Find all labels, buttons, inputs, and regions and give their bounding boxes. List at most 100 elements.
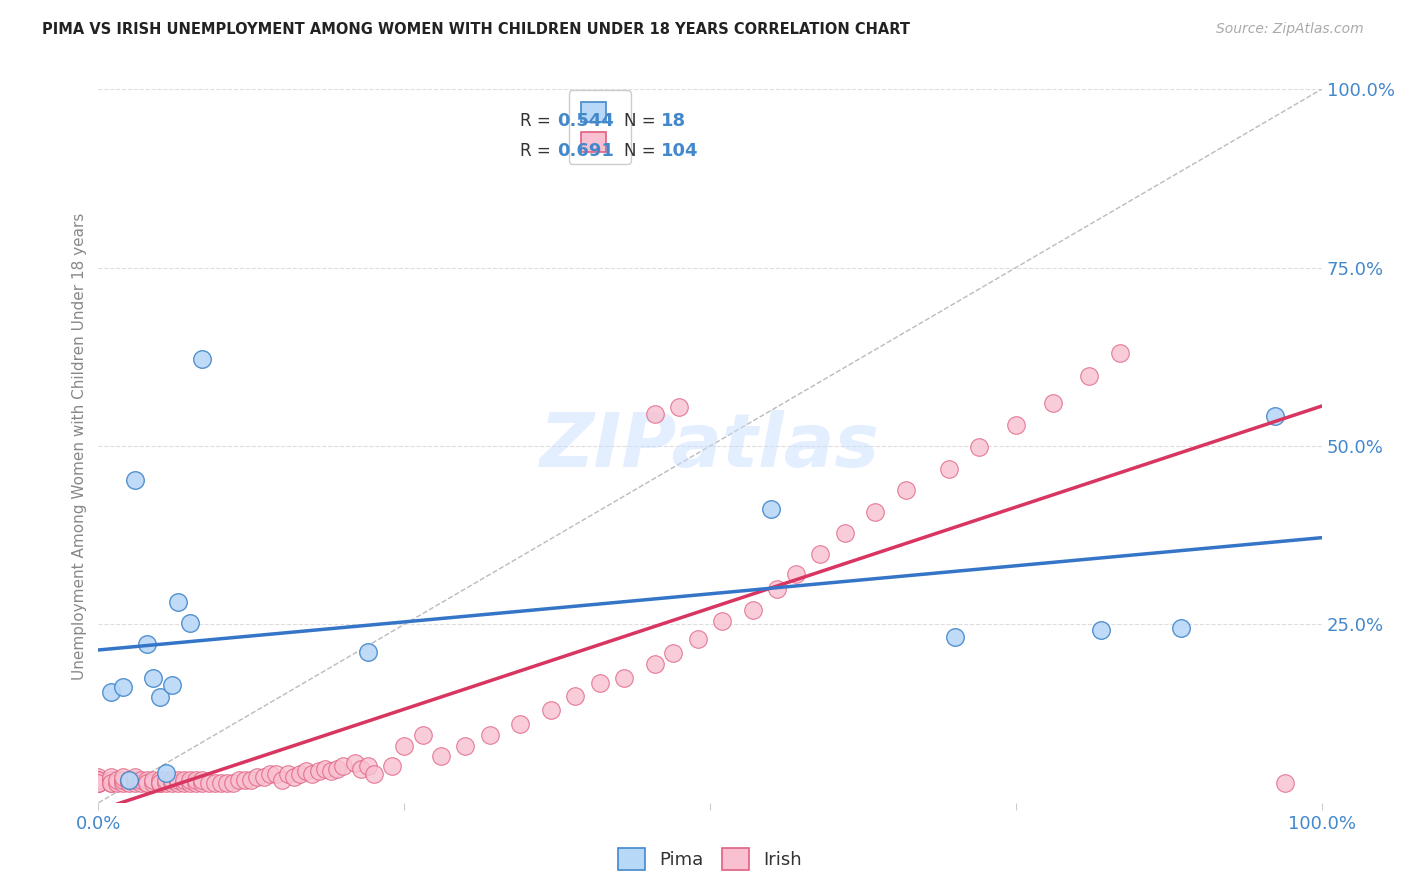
Text: ZIPatlas: ZIPatlas bbox=[540, 409, 880, 483]
Text: N =: N = bbox=[624, 112, 657, 130]
Point bbox=[290, 767, 312, 781]
Text: 104: 104 bbox=[661, 143, 699, 161]
Point bbox=[87, 776, 110, 790]
Point bbox=[686, 632, 709, 646]
Text: 0.691: 0.691 bbox=[557, 143, 614, 161]
Text: Source: ZipAtlas.com: Source: ZipAtlas.com bbox=[1216, 22, 1364, 37]
Point bbox=[191, 351, 214, 366]
Point bbox=[191, 772, 214, 787]
Point bbox=[87, 772, 110, 787]
Point bbox=[270, 772, 294, 787]
Point bbox=[129, 772, 152, 787]
Point bbox=[938, 462, 960, 476]
Point bbox=[363, 767, 385, 781]
Point bbox=[111, 772, 134, 787]
Point bbox=[283, 770, 305, 784]
Point bbox=[124, 776, 146, 790]
Point bbox=[564, 689, 586, 703]
Point bbox=[87, 776, 110, 790]
Point bbox=[87, 776, 110, 790]
Text: 0.544: 0.544 bbox=[557, 112, 614, 130]
Point bbox=[142, 772, 165, 787]
Point bbox=[149, 772, 172, 787]
Point bbox=[100, 685, 122, 699]
Text: N =: N = bbox=[624, 143, 657, 161]
Point bbox=[1078, 369, 1101, 384]
Point bbox=[167, 594, 190, 608]
Point bbox=[1170, 621, 1192, 635]
Point bbox=[741, 603, 763, 617]
Point bbox=[87, 776, 110, 790]
Point bbox=[834, 526, 856, 541]
Point bbox=[173, 776, 195, 790]
Point bbox=[149, 776, 172, 790]
Point bbox=[105, 772, 128, 787]
Text: R =: R = bbox=[520, 143, 551, 161]
Point bbox=[142, 671, 165, 685]
Point bbox=[136, 776, 159, 790]
Point bbox=[277, 767, 299, 781]
Point bbox=[233, 772, 256, 787]
Point bbox=[344, 756, 367, 770]
Point bbox=[142, 776, 165, 790]
Point bbox=[808, 548, 831, 562]
Point bbox=[87, 770, 110, 784]
Point bbox=[1042, 396, 1064, 410]
Point bbox=[295, 764, 318, 779]
Point bbox=[124, 473, 146, 487]
Point bbox=[540, 703, 562, 717]
Point bbox=[155, 772, 177, 787]
Point bbox=[186, 772, 208, 787]
Point bbox=[478, 728, 501, 742]
Point bbox=[167, 772, 190, 787]
Point bbox=[160, 772, 183, 787]
Point bbox=[863, 505, 886, 519]
Point bbox=[100, 770, 122, 784]
Point bbox=[1004, 417, 1026, 432]
Point bbox=[111, 680, 134, 694]
Point bbox=[785, 567, 807, 582]
Point bbox=[1090, 623, 1112, 637]
Point bbox=[136, 637, 159, 651]
Point bbox=[186, 776, 208, 790]
Point bbox=[613, 671, 636, 685]
Point bbox=[246, 770, 269, 784]
Point bbox=[356, 644, 378, 658]
Point bbox=[105, 776, 128, 790]
Point bbox=[124, 772, 146, 787]
Point bbox=[381, 758, 404, 772]
Point bbox=[209, 776, 232, 790]
Point bbox=[228, 772, 250, 787]
Point bbox=[319, 764, 342, 779]
Point bbox=[356, 758, 378, 772]
Point bbox=[662, 646, 685, 660]
Point bbox=[589, 676, 612, 690]
Point bbox=[454, 739, 477, 753]
Point bbox=[1264, 409, 1286, 423]
Point bbox=[1108, 346, 1130, 360]
Point bbox=[173, 772, 195, 787]
Text: PIMA VS IRISH UNEMPLOYMENT AMONG WOMEN WITH CHILDREN UNDER 18 YEARS CORRELATION : PIMA VS IRISH UNEMPLOYMENT AMONG WOMEN W… bbox=[42, 22, 910, 37]
Point bbox=[118, 772, 141, 787]
Point bbox=[252, 770, 274, 784]
Point bbox=[136, 776, 159, 790]
Point bbox=[155, 776, 177, 790]
Point bbox=[711, 614, 734, 628]
Point bbox=[308, 764, 330, 779]
Point bbox=[100, 772, 122, 787]
Point bbox=[136, 772, 159, 787]
Point bbox=[222, 776, 245, 790]
Point bbox=[167, 776, 190, 790]
Point bbox=[350, 762, 373, 776]
Point bbox=[155, 765, 177, 780]
Text: 18: 18 bbox=[661, 112, 686, 130]
Point bbox=[264, 767, 287, 781]
Point bbox=[197, 776, 219, 790]
Point bbox=[240, 772, 263, 787]
Point bbox=[149, 690, 172, 705]
Y-axis label: Unemployment Among Women with Children Under 18 years: Unemployment Among Women with Children U… bbox=[72, 212, 87, 680]
Point bbox=[644, 657, 666, 671]
Point bbox=[215, 776, 238, 790]
Point bbox=[100, 776, 122, 790]
Point bbox=[761, 501, 783, 516]
